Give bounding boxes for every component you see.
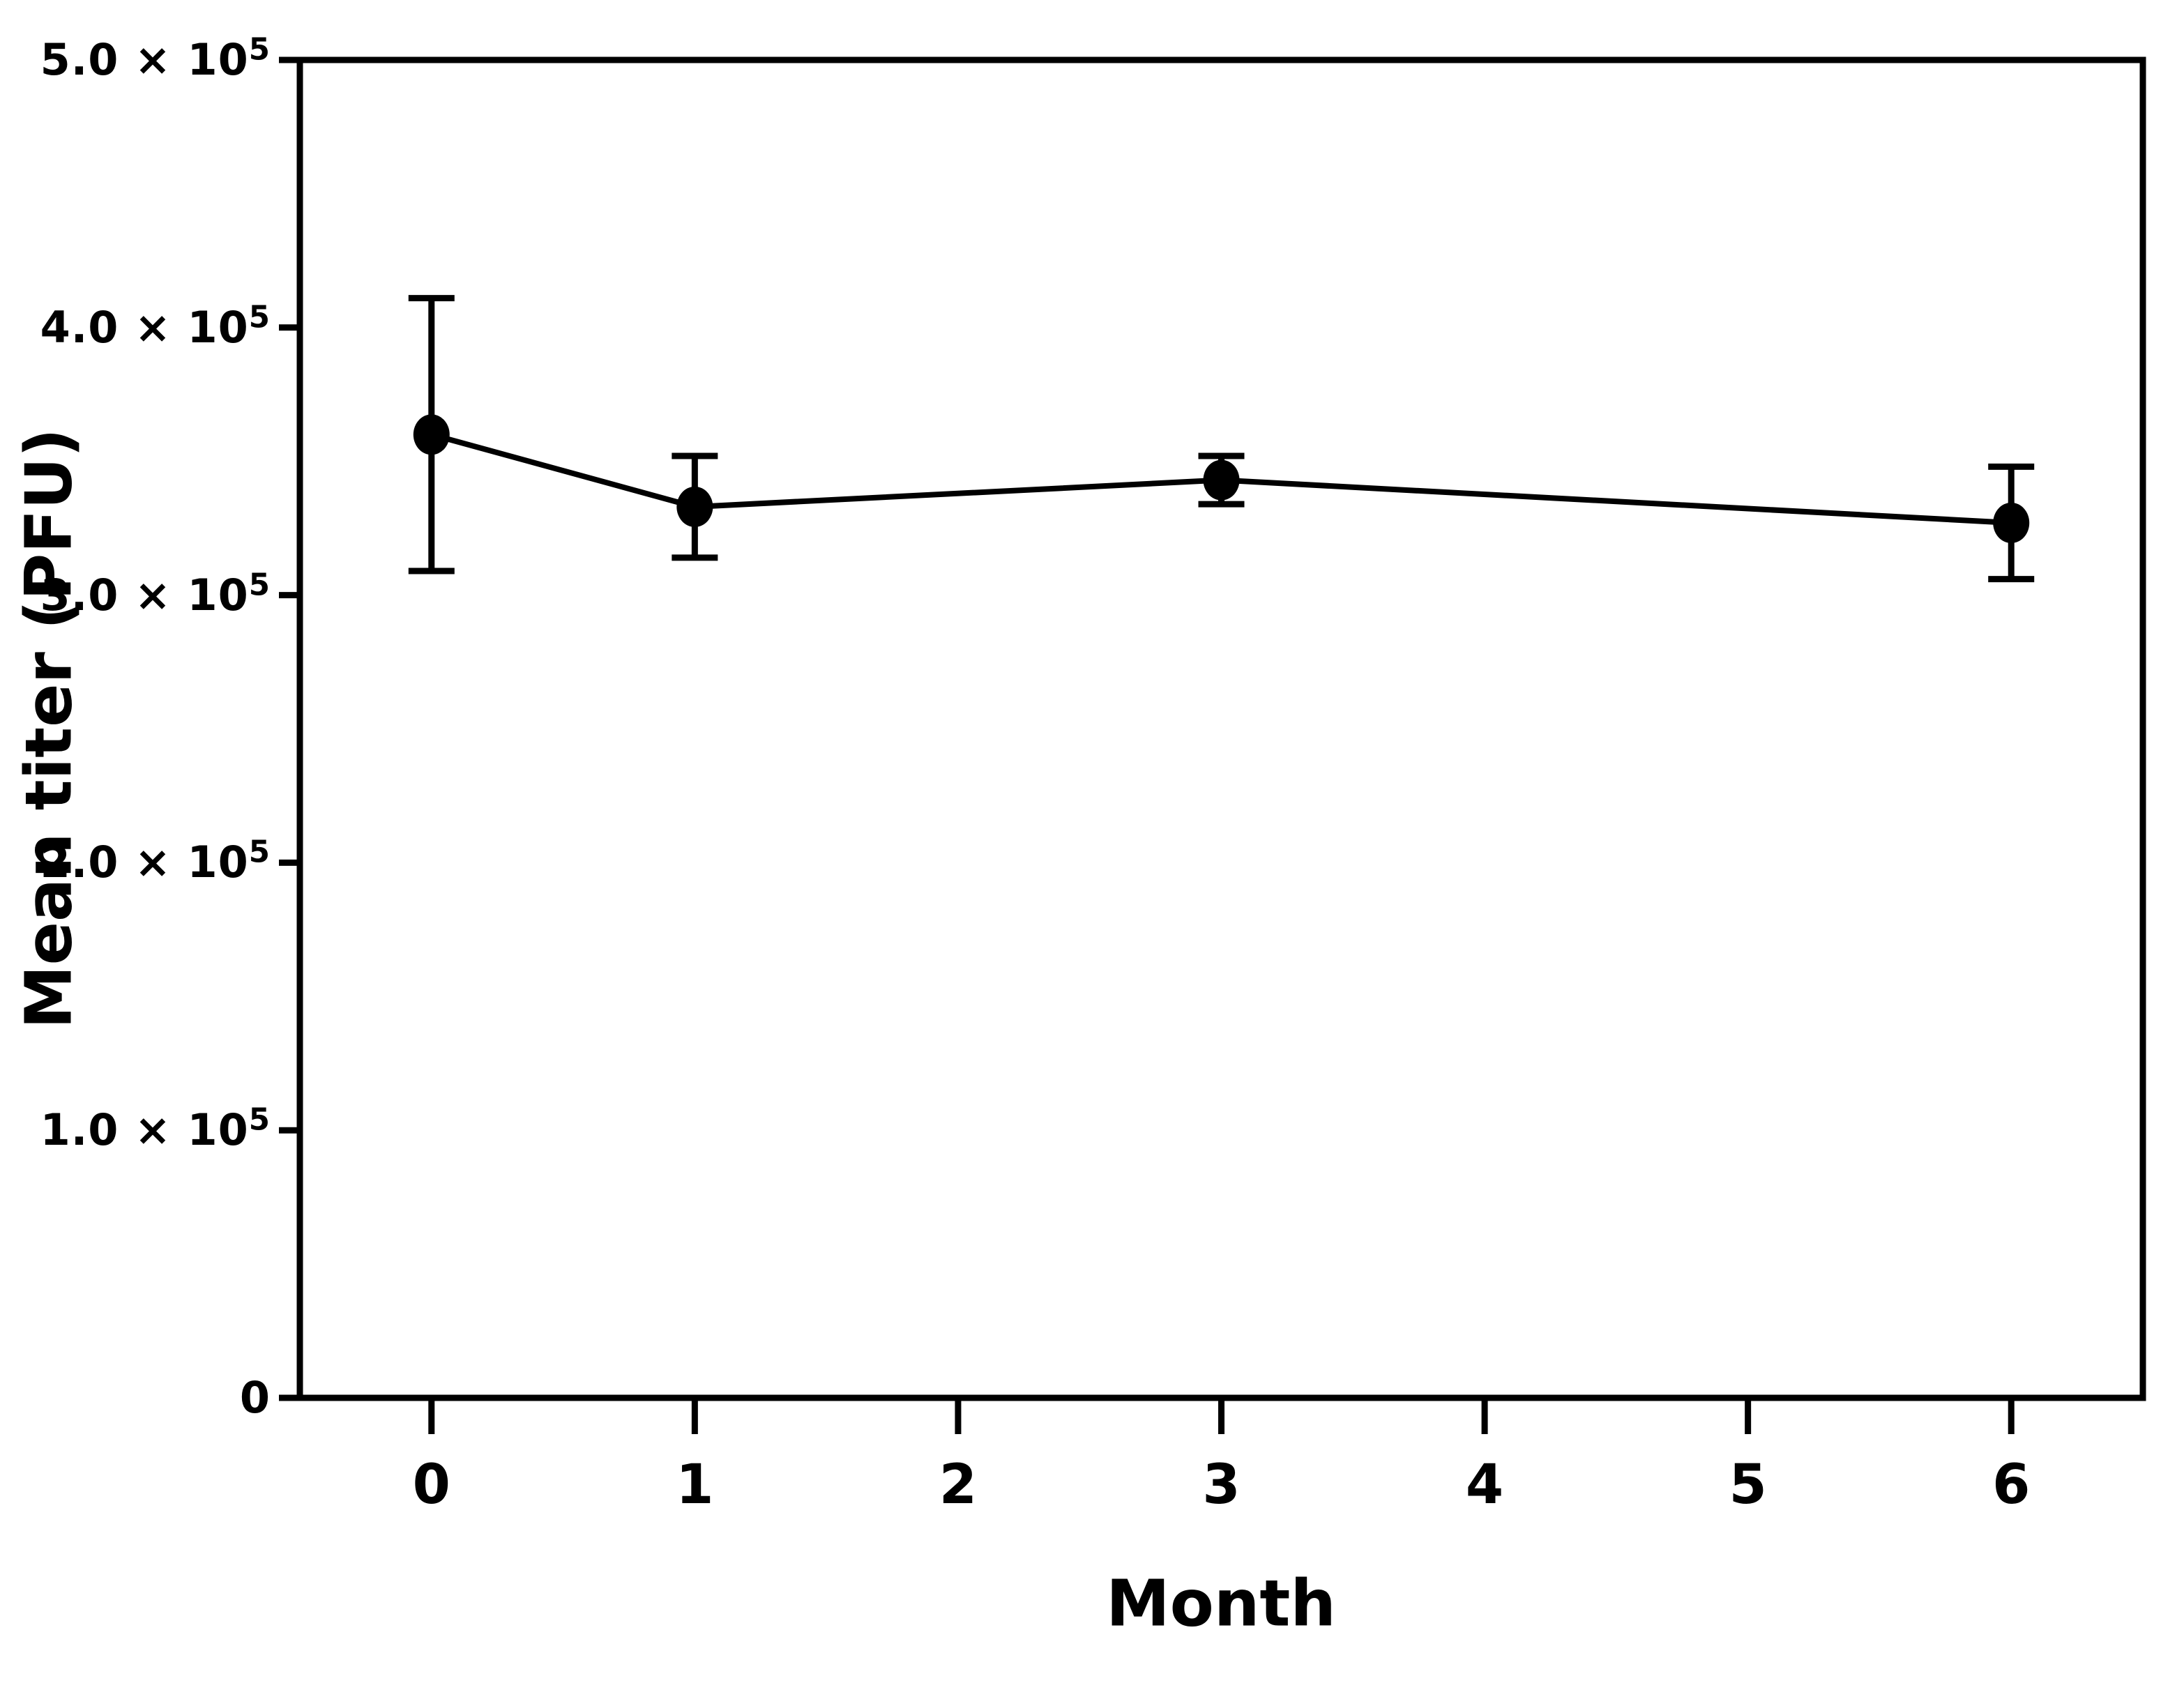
data-point-marker [1203, 459, 1240, 501]
x-tick-label: 0 [412, 1454, 450, 1516]
y-tick-label: 5.0 × 105 [40, 32, 271, 85]
data-point-marker [676, 486, 713, 527]
y-axis-title: Mean titer (PFU) [11, 428, 86, 1029]
y-tick-label: 0 [239, 1372, 271, 1423]
y-tick-label: 3.0 × 105 [40, 567, 271, 620]
x-tick-label: 1 [676, 1454, 714, 1516]
x-tick-label: 5 [1729, 1454, 1767, 1516]
x-tick-label: 4 [1465, 1454, 1504, 1516]
x-tick-label: 2 [939, 1454, 978, 1516]
data-point-marker [1993, 502, 2030, 543]
x-axis-title: Month [1106, 1566, 1336, 1641]
data-point-marker [413, 414, 450, 455]
y-tick-label: 2.0 × 105 [40, 835, 271, 888]
y-tick-label: 1.0 × 105 [40, 1102, 271, 1156]
series-line [430, 432, 2012, 526]
y-tick-label: 4.0 × 105 [40, 300, 271, 353]
x-tick-label: 6 [1992, 1454, 2031, 1516]
x-tick-label: 3 [1202, 1454, 1241, 1516]
plot-frame [296, 56, 2146, 1401]
